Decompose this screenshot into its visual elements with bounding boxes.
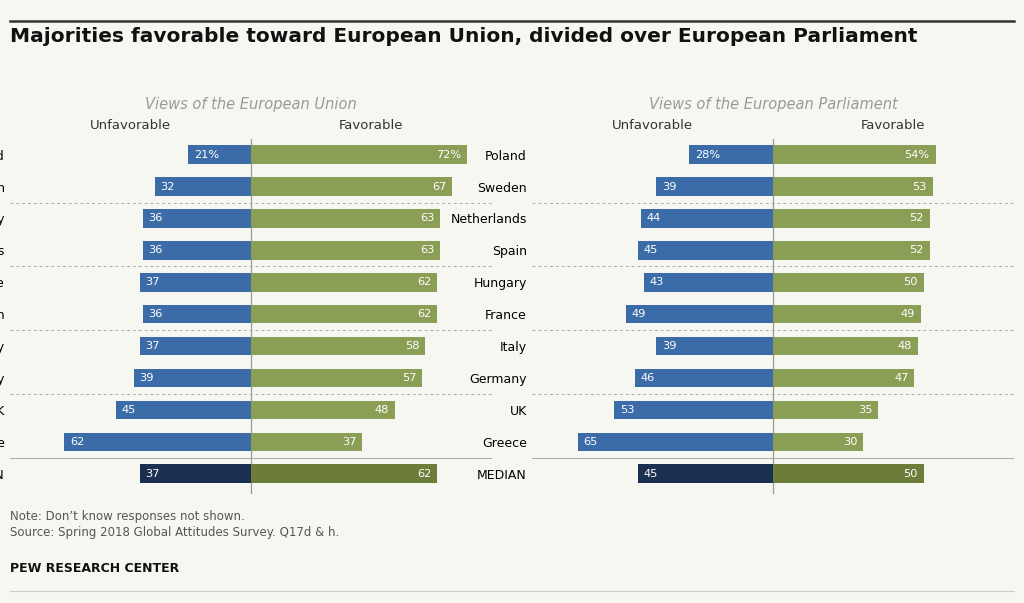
Bar xyxy=(116,400,251,419)
Text: 36: 36 xyxy=(148,309,163,319)
Text: 50: 50 xyxy=(903,277,918,287)
Bar xyxy=(251,145,467,164)
Bar xyxy=(578,432,773,451)
Bar xyxy=(689,145,773,164)
Bar xyxy=(142,241,251,260)
Bar xyxy=(187,145,251,164)
Bar xyxy=(65,432,251,451)
Text: Note: Don’t know responses not shown.: Note: Don’t know responses not shown. xyxy=(10,510,245,523)
Text: 21%: 21% xyxy=(194,150,219,160)
Bar xyxy=(773,464,924,483)
Bar xyxy=(613,400,773,419)
Bar xyxy=(655,337,773,355)
Bar xyxy=(773,432,863,451)
Bar xyxy=(251,241,440,260)
Bar xyxy=(655,177,773,196)
Text: 39: 39 xyxy=(139,373,154,383)
Bar xyxy=(773,241,930,260)
Text: 57: 57 xyxy=(401,373,417,383)
Bar xyxy=(773,400,879,419)
Text: 53: 53 xyxy=(912,182,927,192)
Bar xyxy=(773,145,936,164)
Text: 39: 39 xyxy=(662,341,676,351)
Text: 46: 46 xyxy=(641,373,655,383)
Bar xyxy=(251,177,453,196)
Text: Views of the European Parliament: Views of the European Parliament xyxy=(649,96,897,112)
Text: Unfavorable: Unfavorable xyxy=(612,119,693,132)
Bar xyxy=(142,305,251,323)
Text: 37: 37 xyxy=(145,277,160,287)
Bar xyxy=(155,177,251,196)
Text: 37: 37 xyxy=(342,437,356,447)
Text: 62: 62 xyxy=(71,437,85,447)
Bar xyxy=(251,464,437,483)
Text: 54%: 54% xyxy=(904,150,930,160)
Text: 53: 53 xyxy=(620,405,634,415)
Text: 49: 49 xyxy=(900,309,914,319)
Text: 65: 65 xyxy=(584,437,598,447)
Bar xyxy=(773,177,933,196)
Text: 44: 44 xyxy=(647,213,662,224)
Text: 62: 62 xyxy=(417,309,431,319)
Text: 45: 45 xyxy=(644,469,658,479)
Text: 58: 58 xyxy=(404,341,420,351)
Text: PEW RESEARCH CENTER: PEW RESEARCH CENTER xyxy=(10,562,179,575)
Text: 37: 37 xyxy=(145,341,160,351)
Text: 36: 36 xyxy=(148,245,163,255)
Text: 36: 36 xyxy=(148,213,163,224)
Text: 67: 67 xyxy=(432,182,446,192)
Text: 49: 49 xyxy=(632,309,646,319)
Text: 62: 62 xyxy=(417,469,431,479)
Text: 35: 35 xyxy=(858,405,872,415)
Text: Unfavorable: Unfavorable xyxy=(90,119,171,132)
Bar xyxy=(773,337,918,355)
Bar xyxy=(142,209,251,228)
Text: 48: 48 xyxy=(897,341,911,351)
Text: 62: 62 xyxy=(417,277,431,287)
Bar xyxy=(644,273,773,291)
Text: Majorities favorable toward European Union, divided over European Parliament: Majorities favorable toward European Uni… xyxy=(10,27,918,46)
Text: 32: 32 xyxy=(161,182,175,192)
Bar xyxy=(251,209,440,228)
Text: Favorable: Favorable xyxy=(861,119,926,132)
Text: 47: 47 xyxy=(894,373,908,383)
Bar xyxy=(638,241,773,260)
Text: 39: 39 xyxy=(662,182,676,192)
Bar xyxy=(251,432,362,451)
Text: 37: 37 xyxy=(145,469,160,479)
Text: 63: 63 xyxy=(420,245,434,255)
Bar xyxy=(251,305,437,323)
Text: 28%: 28% xyxy=(695,150,720,160)
Text: 52: 52 xyxy=(909,245,924,255)
Text: 43: 43 xyxy=(650,277,665,287)
Text: 45: 45 xyxy=(122,405,136,415)
Bar xyxy=(773,305,921,323)
Bar xyxy=(635,369,773,387)
Bar xyxy=(773,369,914,387)
Bar xyxy=(139,337,251,355)
Text: 72%: 72% xyxy=(436,150,462,160)
Bar xyxy=(626,305,773,323)
Bar xyxy=(251,400,395,419)
Bar xyxy=(133,369,251,387)
Text: 63: 63 xyxy=(420,213,434,224)
Bar xyxy=(773,209,930,228)
Bar xyxy=(773,273,924,291)
Text: 50: 50 xyxy=(903,469,918,479)
Text: 30: 30 xyxy=(843,437,857,447)
Bar xyxy=(251,337,425,355)
Bar xyxy=(251,273,437,291)
Text: 52: 52 xyxy=(909,213,924,224)
Bar xyxy=(641,209,773,228)
Bar xyxy=(251,369,422,387)
Text: 48: 48 xyxy=(375,405,389,415)
Bar xyxy=(139,273,251,291)
Text: Source: Spring 2018 Global Attitudes Survey. Q17d & h.: Source: Spring 2018 Global Attitudes Sur… xyxy=(10,526,340,539)
Bar xyxy=(139,464,251,483)
Text: 45: 45 xyxy=(644,245,658,255)
Text: Views of the European Union: Views of the European Union xyxy=(145,96,356,112)
Bar xyxy=(638,464,773,483)
Text: Favorable: Favorable xyxy=(339,119,403,132)
